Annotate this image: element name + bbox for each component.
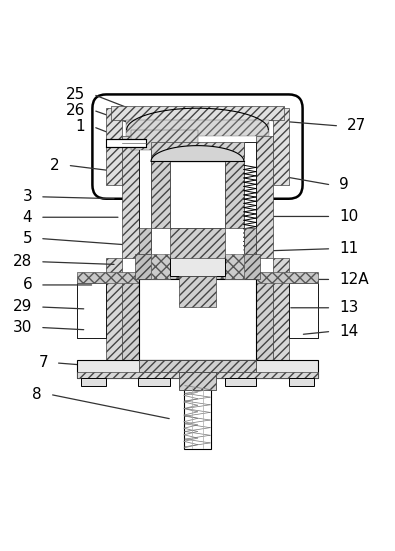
Bar [106,108,122,185]
Bar [126,120,269,136]
Text: 13: 13 [339,300,359,315]
Bar [170,161,225,228]
Bar [122,136,139,258]
Bar [273,108,289,185]
Text: 9: 9 [339,177,349,192]
Bar [184,386,211,450]
Bar [151,254,170,279]
Text: 14: 14 [339,324,358,339]
Bar [122,279,139,360]
Bar [179,276,216,307]
Bar [106,138,146,147]
Bar [77,272,318,283]
Bar [256,136,273,258]
Text: 1: 1 [76,119,85,134]
Text: 29: 29 [13,300,32,315]
Bar [256,279,273,360]
Text: 28: 28 [13,254,32,269]
Text: 4: 4 [23,210,32,225]
Bar [244,228,256,254]
Bar [106,258,122,360]
Bar [77,283,106,338]
Bar [289,283,318,338]
Bar [139,279,256,360]
Bar [225,161,244,228]
Bar [131,130,198,149]
Text: 12A: 12A [339,272,369,287]
Bar [289,378,314,386]
Text: 7: 7 [38,355,48,370]
Bar [139,228,151,254]
Bar [151,142,244,258]
Bar [151,161,170,228]
Text: 2: 2 [50,158,60,173]
Bar [77,279,106,338]
Text: 25: 25 [66,87,85,102]
Bar [225,378,256,386]
Bar [139,378,170,386]
Bar [244,142,256,258]
Bar [273,258,289,360]
Bar [81,378,106,386]
Text: 8: 8 [32,387,42,402]
Text: 5: 5 [23,231,32,246]
FancyBboxPatch shape [92,94,303,199]
Text: 26: 26 [66,102,85,118]
Bar [111,106,284,120]
Bar [135,254,151,279]
Bar [289,279,318,338]
Bar [139,360,256,371]
Text: 11: 11 [339,241,358,256]
Bar [225,254,244,279]
Bar [77,371,318,378]
Bar [170,256,225,276]
Bar [179,371,216,390]
Text: 27: 27 [347,118,366,133]
Text: 30: 30 [13,320,32,335]
Bar [77,360,318,378]
Bar [170,228,225,258]
Text: 6: 6 [23,278,32,293]
Bar [151,142,244,161]
Text: 3: 3 [23,190,32,204]
Bar [244,254,260,279]
Bar [139,142,151,258]
Text: 10: 10 [339,209,358,224]
